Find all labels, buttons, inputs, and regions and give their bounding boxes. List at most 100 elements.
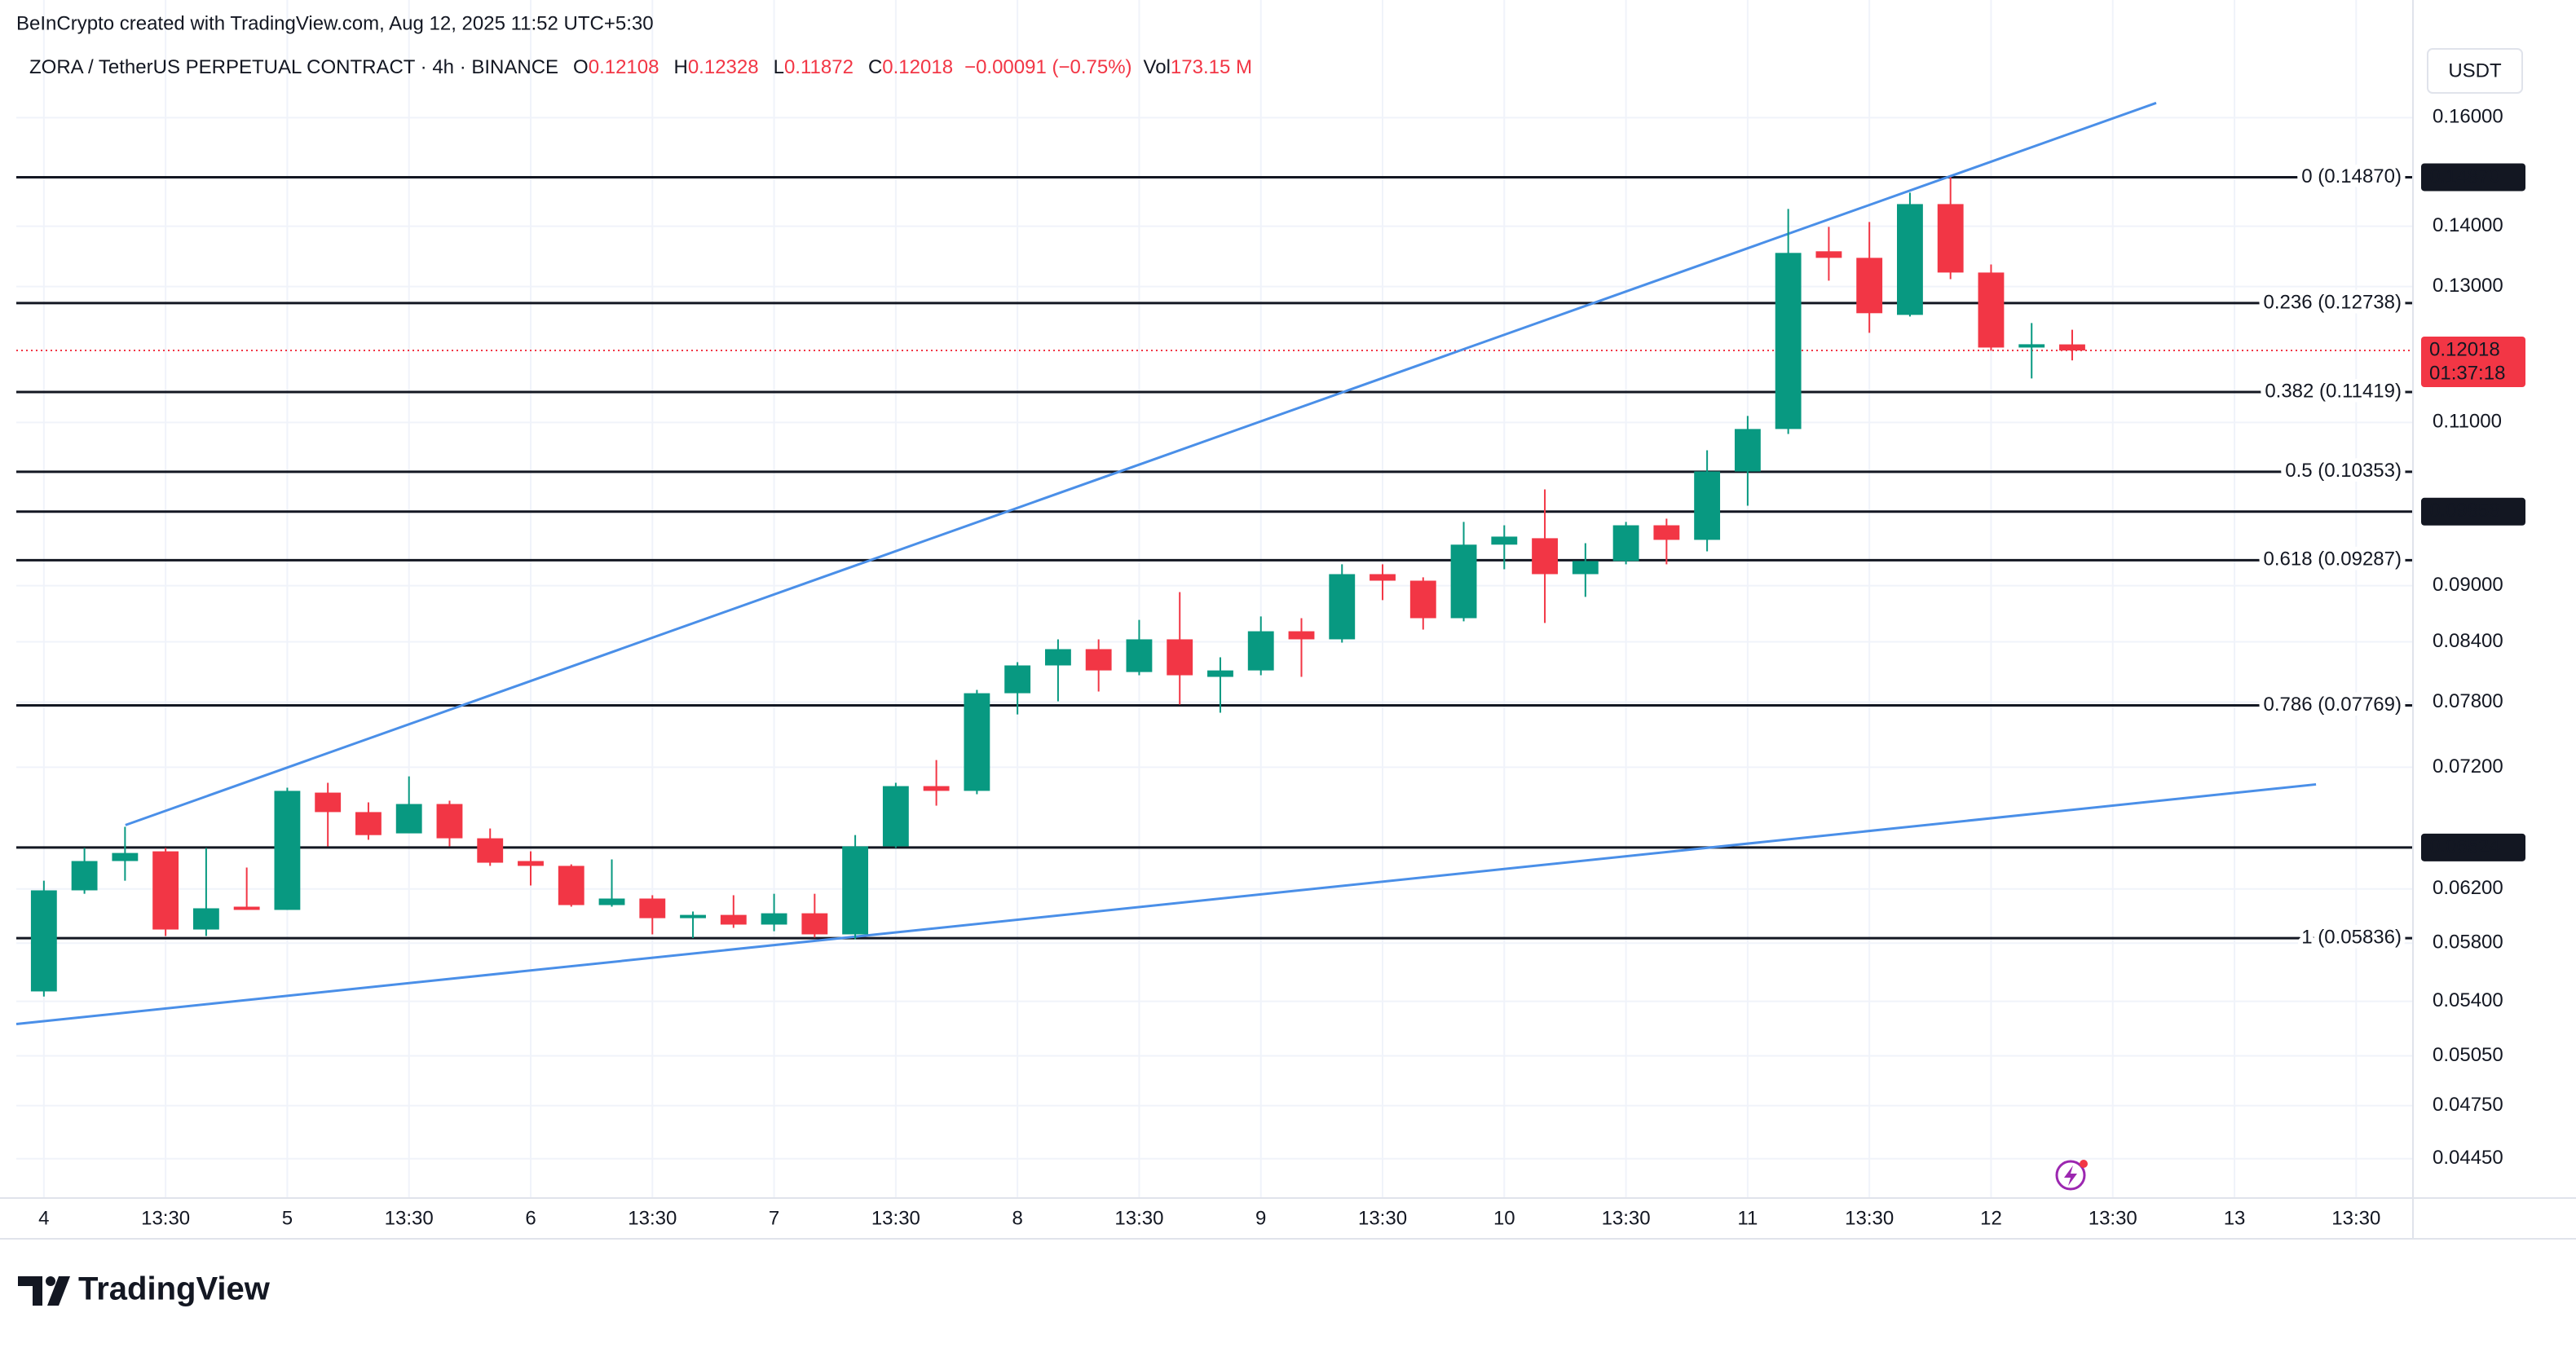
- candle-body: [192, 908, 219, 930]
- x-tick-label: 9: [1255, 1207, 1266, 1229]
- candle-body: [274, 791, 301, 910]
- candle-body: [1572, 561, 1599, 575]
- candle-body: [964, 693, 990, 791]
- candle-body: [598, 898, 625, 905]
- candle-body: [558, 866, 584, 905]
- candle-body: [112, 852, 139, 861]
- ohlc-key: C: [868, 56, 882, 78]
- ohlc-value: 0.12108: [589, 56, 659, 78]
- y-tick-label: 0.07800: [2433, 690, 2503, 712]
- alert-circle[interactable]: [2055, 1160, 2086, 1191]
- candle-body: [1897, 204, 1923, 315]
- y-tick-label: 0.05400: [2433, 989, 2503, 1011]
- candle-body: [1247, 631, 1274, 671]
- candle-body: [1044, 649, 1071, 666]
- ohlc-key: O: [573, 56, 589, 78]
- candle-body: [1856, 258, 1883, 314]
- x-tick-label: 10: [1493, 1207, 1515, 1229]
- candle-body: [30, 890, 57, 992]
- y-tick-label: 0.14000: [2433, 214, 2503, 236]
- fib-label: 0.236 (0.12738): [2264, 291, 2402, 313]
- candle-body: [1004, 665, 1031, 694]
- brand: TradingView: [78, 1271, 271, 1307]
- x-tick-label: 13:30: [871, 1207, 920, 1229]
- x-tick-label: 5: [282, 1207, 293, 1229]
- fib-label: 0 (0.14870): [2301, 165, 2402, 187]
- y-tick-label: 0.05050: [2433, 1044, 2503, 1066]
- x-tick-label: 13:30: [1358, 1207, 1407, 1229]
- x-tick-label: 13:30: [1114, 1207, 1163, 1229]
- x-tick-label: 13:30: [1602, 1207, 1651, 1229]
- candle-body: [1734, 429, 1761, 472]
- candle-body: [395, 804, 422, 834]
- candle-body: [842, 846, 869, 935]
- brand-logo: TradingView: [18, 1271, 271, 1307]
- y-tick-label: 0.09000: [2433, 574, 2503, 596]
- candle-body: [1207, 670, 1233, 677]
- logo-mark: [47, 1276, 70, 1306]
- candle-body: [1126, 639, 1153, 672]
- candle-body: [2059, 344, 2085, 351]
- grid: [16, 0, 2413, 1198]
- price-badge-label: 0.06524: [2429, 835, 2500, 857]
- symbol-title: ZORA / TetherUS PERPETUAL CONTRACT · 4h …: [29, 56, 558, 78]
- candle-body: [1370, 574, 1396, 581]
- x-tick-label: 13:30: [2089, 1207, 2137, 1229]
- candle-body: [1775, 253, 1802, 430]
- candle-body: [761, 913, 787, 925]
- candle-body: [71, 861, 98, 891]
- x-tick-label: 6: [525, 1207, 536, 1229]
- x-tick-label: 13:30: [141, 1207, 190, 1229]
- candle-body: [1653, 525, 1680, 540]
- price-badge: [2421, 337, 2525, 388]
- volume-value: 173.15 M: [1171, 56, 1252, 78]
- x-tick-label: 13:30: [1845, 1207, 1894, 1229]
- candle-body: [1288, 631, 1315, 640]
- ohlc-key: H: [673, 56, 687, 78]
- ohlc-value: 0.12018: [882, 56, 953, 78]
- candle-body: [720, 914, 747, 925]
- currency-button[interactable]: [2427, 48, 2523, 94]
- x-tick-label: 13:30: [385, 1207, 434, 1229]
- fib-label: 0.5 (0.10353): [2285, 460, 2402, 482]
- y-tick-label: 0.05800: [2433, 932, 2503, 954]
- candle-body: [1085, 649, 1112, 671]
- candle-body: [1937, 204, 1964, 273]
- alert-icon[interactable]: [2055, 1160, 2088, 1191]
- logo-mark: [46, 1276, 55, 1286]
- candle-body: [1167, 639, 1193, 676]
- candle-body: [1409, 580, 1436, 619]
- y-tick-label: 0.04750: [2433, 1094, 2503, 1116]
- candle-body: [1491, 536, 1518, 545]
- price-badge-label: 0.09858: [2429, 500, 2500, 522]
- y-tick-label: 0.11000: [2433, 411, 2502, 433]
- fib-label: 0.786 (0.07769): [2264, 694, 2402, 716]
- x-tick-label: 12: [1980, 1207, 2002, 1229]
- price-badge: [2421, 833, 2525, 861]
- levels: [16, 175, 2413, 940]
- candle-body: [477, 838, 504, 863]
- fib-label: 0.382 (0.11419): [2265, 380, 2402, 402]
- alert-dot[interactable]: [2080, 1160, 2088, 1168]
- alert-bolt[interactable]: [2064, 1165, 2077, 1186]
- x-tick-label: 4: [38, 1207, 49, 1229]
- x-tick-label: 8: [1012, 1207, 1022, 1229]
- ohlc-key: L: [774, 56, 784, 78]
- currency-label[interactable]: USDT: [2448, 59, 2502, 81]
- candle-body: [923, 786, 950, 791]
- candle-body: [518, 861, 544, 866]
- x-tick-label: 7: [769, 1207, 779, 1229]
- trendline: [15, 782, 2317, 1026]
- trendline: [125, 101, 2157, 826]
- candle-body: [1532, 538, 1558, 575]
- candle-body: [1815, 251, 1842, 258]
- ohlc-value: 0.12328: [688, 56, 759, 78]
- candle-body: [1694, 471, 1721, 540]
- y-tick-label: 0.13000: [2433, 275, 2503, 297]
- x-tick-label: 11: [1737, 1207, 1758, 1229]
- price-badge-label: 0.14870: [2429, 165, 2500, 187]
- price-badge: [2421, 497, 2525, 526]
- y-tick-label: 0.06200: [2433, 877, 2503, 899]
- candle-body: [152, 851, 179, 930]
- candle-body: [801, 913, 828, 935]
